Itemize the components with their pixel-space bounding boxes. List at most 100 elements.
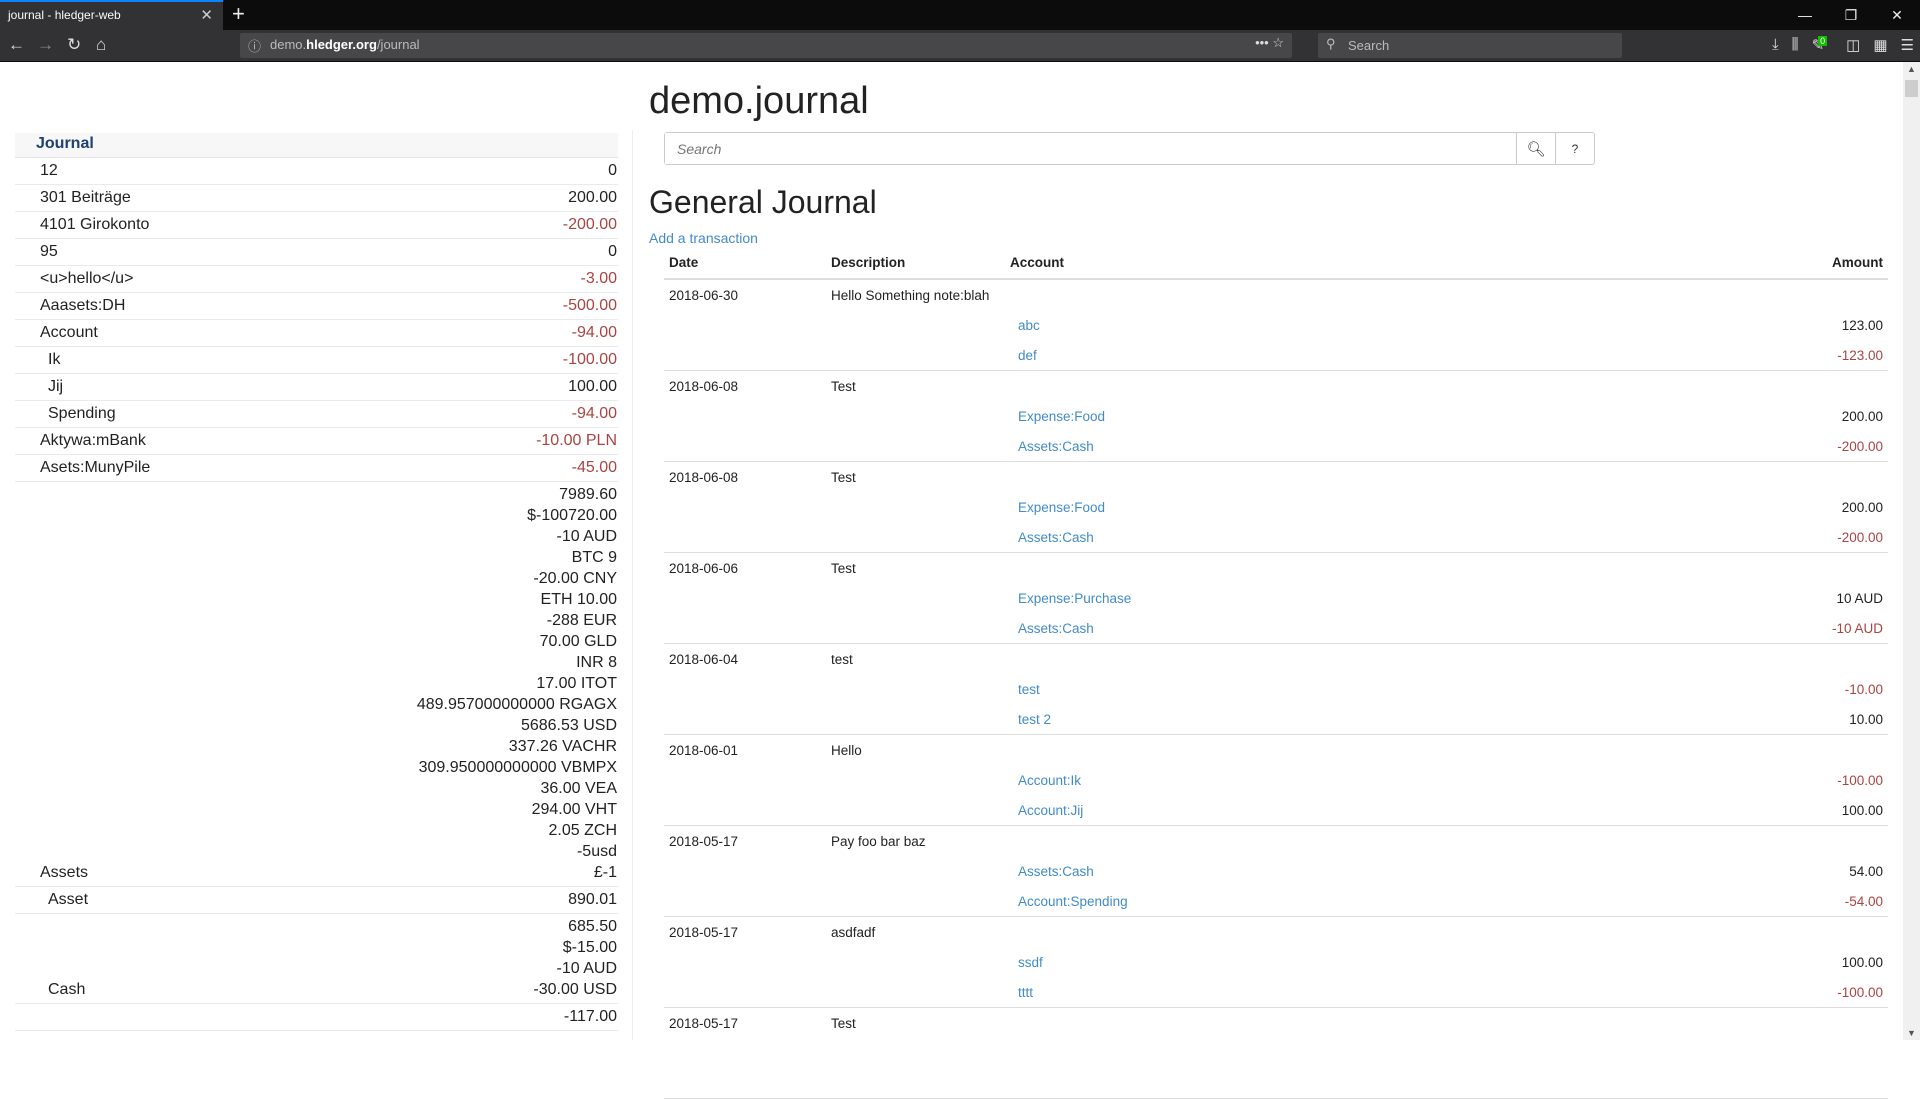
posting-account-link[interactable]: Assets:Cash <box>1018 530 1094 545</box>
balance-amount: -30.00 USD <box>533 981 617 998</box>
account-name[interactable]: Aktywa:mBank <box>40 432 146 449</box>
account-name[interactable]: Account <box>40 324 98 341</box>
posting-account-link[interactable]: Expense:Food <box>1018 500 1106 515</box>
spacer <box>831 894 1010 916</box>
sidebar-icon[interactable]: ◫ <box>1846 37 1861 54</box>
posting-account-link[interactable]: Assets:Cash <box>1018 864 1094 879</box>
sidebar-account-row[interactable]: Assets 7989.60 $-100720.00 -10 AUD BTC 9 -20.… <box>15 482 618 887</box>
sidebar-account-row[interactable]: Ik -100.00 <box>15 347 618 374</box>
sidebar-account-row[interactable]: Aaasets:DH -500.00 <box>15 293 618 320</box>
posting-account-cell: Assets:Cash <box>1010 864 1728 886</box>
download-icon[interactable]: ⤓ <box>1772 36 1779 53</box>
close-tab-icon[interactable]: ✕ <box>200 7 213 24</box>
account-name[interactable]: Asets:MunyPile <box>40 459 151 476</box>
balance-amount: -5usd <box>576 843 617 860</box>
back-icon[interactable]: ← <box>8 35 25 54</box>
account-name[interactable]: 301 Beiträge <box>40 189 131 206</box>
posting-account-link[interactable]: Account:Spending <box>1018 894 1128 909</box>
transaction-row[interactable]: 2018-06-08 Test <box>664 462 1888 492</box>
add-transaction-link[interactable]: Add a transaction <box>649 230 758 246</box>
transaction-row[interactable]: 2018-05-17 Test <box>664 1008 1888 1038</box>
balance-amount: 0 <box>608 162 617 179</box>
sidebar-account-row[interactable]: 301 Beiträge 200.00 <box>15 185 618 212</box>
more-icon[interactable]: ••• <box>1255 35 1269 50</box>
new-tab-icon[interactable]: + <box>232 1 245 26</box>
sidebar-account-row[interactable]: 12 0 <box>15 158 618 185</box>
sidebar-journal-link[interactable]: Journal <box>15 133 618 158</box>
close-window-icon[interactable]: ✕ <box>1891 7 1903 23</box>
account-name[interactable]: <u>hello</u> <box>40 270 134 287</box>
account-balance: -94.00 <box>572 322 617 343</box>
posting-account-link[interactable]: Account:Ik <box>1018 773 1082 788</box>
posting-account-link[interactable]: ssdf <box>1018 955 1043 970</box>
spacer <box>664 530 831 552</box>
sidebar-account-row[interactable]: Jij 100.00 <box>15 374 618 401</box>
transaction-row[interactable]: 2018-06-01 Hello <box>664 735 1888 765</box>
posting-amount: -54.00 <box>1844 894 1883 909</box>
tx-date: 2018-06-04 <box>669 652 739 667</box>
extension-icon[interactable]: ✎0 <box>1812 36 1828 54</box>
tx-date: 2018-06-08 <box>669 379 739 394</box>
account-name[interactable]: 4101 Girokonto <box>40 216 150 233</box>
transaction-row[interactable]: 2018-06-06 Test <box>664 553 1888 583</box>
posting-account-link[interactable]: Assets:Cash <box>1018 439 1094 454</box>
bookmark-star-icon[interactable]: ☆ <box>1272 35 1284 50</box>
transaction-row[interactable]: 2018-06-08 Test <box>664 371 1888 401</box>
info-icon[interactable]: ⓘ <box>248 39 262 54</box>
account-name[interactable]: 12 <box>40 162 58 179</box>
spacer <box>831 439 1010 461</box>
transaction-row[interactable]: 2018-06-30 Hello Something note:blah <box>664 280 1888 310</box>
spacer <box>664 409 831 431</box>
account-name[interactable]: 95 <box>40 243 58 260</box>
url-bar[interactable]: ⓘ demo.hledger.org/journal ••• ☆ <box>240 33 1292 58</box>
sidebar-account-row[interactable]: -117.00 <box>15 1004 618 1031</box>
sidebar-account-row[interactable]: Aktywa:mBank -10.00 PLN <box>15 428 618 455</box>
restore-icon[interactable]: ❐ <box>1844 7 1858 23</box>
sidebar-account-row[interactable]: 4101 Girokonto -200.00 <box>15 212 618 239</box>
home-icon[interactable]: ⌂ <box>96 35 107 54</box>
search-button[interactable]: 🔍︎ <box>1516 133 1555 164</box>
sidebar-account-row[interactable]: Asset 890.01 <box>15 887 618 914</box>
posting-row: Account:Ik -100.00 <box>664 765 1888 795</box>
sidebar-account-row[interactable]: Asets:MunyPile -45.00 <box>15 455 618 482</box>
browser-search[interactable]: ⚲ Search <box>1318 33 1622 58</box>
balance-amount: -117.00 <box>563 1008 617 1025</box>
sidebar-account-row[interactable]: 95 0 <box>15 239 618 266</box>
account-name[interactable]: Asset <box>48 891 89 908</box>
posting-account-link[interactable]: test 2 <box>1018 712 1052 727</box>
posting-account-link[interactable]: def <box>1018 348 1037 363</box>
search-input[interactable] <box>665 133 1516 164</box>
account-name[interactable]: Aaasets:DH <box>40 297 126 314</box>
posting-account-link[interactable]: Assets:Cash <box>1018 621 1094 636</box>
account-name[interactable]: Ik <box>48 351 61 368</box>
tab-journal[interactable]: journal - hledger-web ✕ <box>0 0 223 30</box>
forward-icon[interactable]: → <box>37 35 54 54</box>
posting-account-link[interactable]: Expense:Purchase <box>1018 591 1132 606</box>
transaction-row[interactable]: 2018-05-17 Pay foo bar baz <box>664 826 1888 856</box>
account-name[interactable]: Assets <box>40 864 89 881</box>
posting-account-link[interactable]: tttt <box>1018 985 1034 1000</box>
account-name[interactable]: Spending <box>48 405 116 422</box>
help-button[interactable]: ? <box>1555 133 1594 164</box>
posting-account-link[interactable]: abc <box>1018 318 1040 333</box>
posting-account-link[interactable]: Account:Jij <box>1018 803 1084 818</box>
sidebar-account-row[interactable]: Cash 685.50 $-15.00 -10 AUD -30.00 USD <box>15 914 618 1004</box>
account-name[interactable]: Jij <box>48 378 64 395</box>
library-icon[interactable]: ⫼ <box>1791 36 1799 53</box>
sidebar-account-row[interactable]: Account -94.00 <box>15 320 618 347</box>
minimize-icon[interactable]: — <box>1798 7 1812 23</box>
balance-amount: 100.00 <box>568 378 617 395</box>
posting-amount: -200.00 <box>1837 439 1883 454</box>
scrollbar[interactable]: ▲ ▼ <box>1903 62 1920 1040</box>
spacer <box>664 864 831 886</box>
reload-icon[interactable]: ↻ <box>67 35 82 54</box>
account-name[interactable]: Cash <box>48 981 86 998</box>
extensions-grid-icon[interactable]: ▦ <box>1873 37 1888 54</box>
posting-account-link[interactable]: test <box>1018 682 1040 697</box>
transaction-row[interactable]: 2018-05-17 asdfadf <box>664 917 1888 947</box>
sidebar-account-row[interactable]: <u>hello</u> -3.00 <box>15 266 618 293</box>
menu-icon[interactable]: ☰ <box>1900 37 1914 54</box>
posting-account-link[interactable]: Expense:Food <box>1018 409 1106 424</box>
transaction-row[interactable]: 2018-06-04 test <box>664 644 1888 674</box>
sidebar-account-row[interactable]: Spending -94.00 <box>15 401 618 428</box>
